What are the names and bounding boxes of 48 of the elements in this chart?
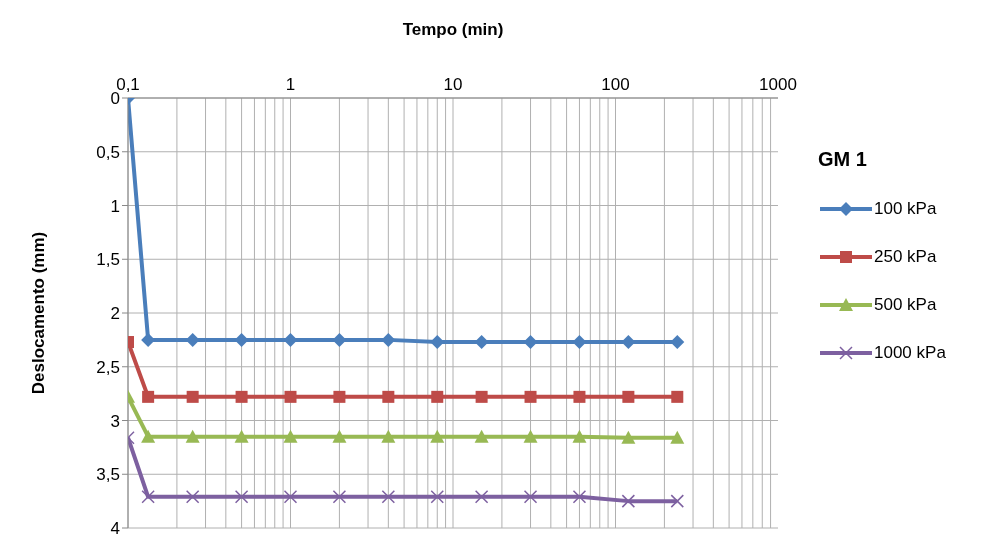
x-tick-label: 1000 (759, 75, 797, 94)
point (235, 390, 248, 403)
point (621, 335, 636, 350)
point (333, 390, 346, 403)
point (283, 332, 298, 347)
x-tick-label: 100 (601, 75, 630, 94)
point (332, 332, 347, 347)
x-axis-title: Tempo (min) (402, 20, 504, 40)
point (671, 390, 684, 403)
legend-title: GM 1 (818, 148, 868, 171)
x-tick-label: 1 (285, 75, 296, 94)
y-tick-label: 1 (110, 196, 120, 216)
point (381, 332, 396, 347)
point (332, 429, 347, 443)
y-axis-title: Deslocamento (mm) (29, 231, 49, 395)
y-tick-label: 2,5 (96, 357, 120, 377)
point (234, 429, 249, 443)
legend-label: 250 kPa (874, 247, 937, 267)
point (572, 429, 587, 443)
y-tick-label: 2 (110, 304, 120, 324)
point (382, 390, 395, 403)
y-tick-label: 4 (110, 519, 120, 539)
legend-label: 500 kPa (874, 295, 937, 315)
legend-label: 1000 kPa (874, 343, 946, 363)
point (572, 335, 587, 350)
point (523, 429, 538, 443)
y-tick-label: 1,5 (96, 250, 120, 270)
point (622, 390, 635, 403)
point (234, 332, 249, 347)
y-tick-label: 0 (110, 89, 120, 109)
point (283, 429, 298, 443)
point (141, 429, 156, 443)
legend-label: 100 kPa (874, 199, 937, 219)
y-tick-label: 0,5 (96, 142, 120, 162)
point (621, 430, 636, 444)
point (524, 390, 537, 403)
y-tick-label: 3,5 (96, 465, 120, 485)
y-tick-label: 3 (110, 411, 120, 431)
x-tick-label: 10 (443, 75, 463, 94)
point (523, 335, 538, 350)
point (284, 390, 297, 403)
point (431, 390, 444, 403)
point (430, 429, 445, 443)
point (573, 390, 586, 403)
point (142, 390, 155, 403)
point (381, 429, 396, 443)
point (670, 430, 685, 444)
point (670, 335, 685, 350)
